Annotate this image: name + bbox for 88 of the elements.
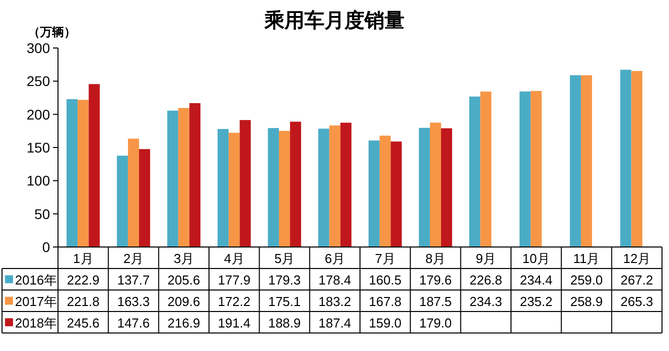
x-tick-label: 7月 (375, 250, 396, 266)
x-tick-label: 10月 (522, 250, 550, 266)
bar (318, 128, 330, 247)
data-label: 234.3 (470, 294, 502, 309)
data-label: 167.8 (368, 294, 402, 309)
legend-label: 2018年 (15, 315, 57, 330)
bar (530, 90, 542, 247)
data-label: 245.6 (66, 315, 100, 330)
x-tick-label: 12月 (623, 250, 651, 266)
bar (469, 96, 480, 247)
data-label: 177.9 (218, 272, 250, 288)
bar (139, 149, 150, 247)
bar (128, 138, 140, 247)
bar (570, 75, 581, 247)
x-tick-label: 1月 (73, 250, 94, 266)
data-label: 179.3 (268, 272, 301, 288)
y-tick-label: 150 (26, 140, 50, 156)
data-label: 226.8 (470, 272, 502, 288)
legend-label: 2016年 (15, 272, 57, 288)
bar (278, 130, 290, 247)
data-label: 137.7 (117, 272, 150, 288)
data-label: 209.6 (168, 294, 200, 309)
bar (340, 122, 352, 247)
data-label: 258.9 (570, 294, 603, 309)
bar (218, 128, 229, 247)
bar (380, 136, 391, 247)
bar (268, 128, 279, 247)
x-tick-label: 9月 (476, 250, 496, 266)
data-label: 183.2 (318, 294, 352, 309)
x-tick-label: 3月 (174, 250, 194, 266)
data-label: 216.9 (168, 315, 200, 330)
data-label: 234.4 (520, 272, 552, 288)
data-label: 221.8 (66, 294, 100, 309)
data-label: 222.9 (66, 272, 100, 288)
bar (178, 108, 190, 247)
bar (167, 110, 178, 247)
data-label: 179.0 (419, 315, 452, 330)
bar (520, 92, 531, 247)
data-label: 191.4 (218, 315, 250, 330)
x-tick-label: 2月 (123, 250, 144, 266)
data-label: 187.4 (318, 315, 352, 330)
y-tick-label: 250 (26, 73, 50, 90)
bar (228, 132, 240, 247)
data-label: 172.2 (218, 294, 250, 309)
legend-label: 2017年 (15, 294, 57, 309)
data-label: 160.5 (368, 272, 402, 288)
bar (390, 142, 402, 247)
bar (240, 120, 251, 247)
x-tick-label: 6月 (324, 250, 345, 266)
y-tick-label: 0 (42, 239, 50, 255)
y-tick-label: 50 (34, 206, 50, 222)
bar (631, 71, 642, 247)
bar (418, 128, 430, 247)
data-label: 187.5 (419, 294, 452, 309)
bar (78, 100, 89, 247)
data-label: 259.0 (570, 272, 603, 288)
bar (189, 103, 200, 247)
bar (116, 156, 128, 247)
bar (430, 122, 442, 247)
data-label: 159.0 (368, 315, 402, 330)
bar (620, 70, 632, 247)
data-label: 147.6 (117, 315, 150, 330)
bar (580, 75, 592, 247)
bar (290, 122, 302, 247)
data-label: 179.6 (419, 272, 452, 288)
x-tick-label: 5月 (274, 250, 295, 266)
y-tick-label: 300 (26, 40, 50, 56)
chart-title: 乘用车月度销量 (264, 9, 404, 32)
y-tick-label: 100 (26, 172, 50, 189)
data-label: 163.3 (117, 294, 150, 309)
data-label: 175.1 (268, 294, 301, 309)
bar (329, 125, 340, 247)
data-label: 267.2 (620, 272, 654, 288)
bar (441, 128, 452, 247)
y-tick-label: 200 (26, 106, 50, 122)
x-tick-label: 11月 (573, 250, 600, 266)
bar (88, 84, 100, 247)
data-label: 178.4 (318, 272, 352, 288)
bar (66, 99, 78, 247)
bar (368, 140, 380, 247)
data-label: 265.3 (620, 294, 654, 309)
data-label: 188.9 (268, 315, 301, 330)
bar (480, 92, 492, 247)
x-tick-label: 8月 (425, 250, 446, 266)
data-label: 205.6 (168, 272, 200, 288)
data-label: 235.2 (520, 294, 552, 309)
x-tick-label: 4月 (224, 250, 244, 266)
y-axis-title: （万辆） (28, 25, 76, 39)
